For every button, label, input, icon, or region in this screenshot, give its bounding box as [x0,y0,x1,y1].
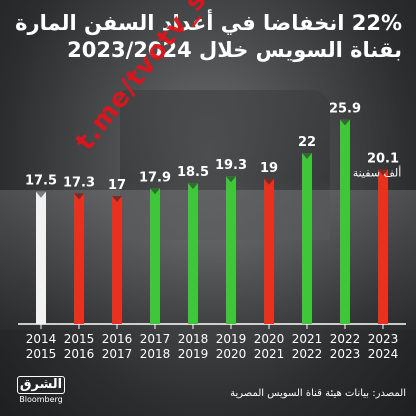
bar-notch-9 [378,169,388,176]
bar-9 [378,169,388,324]
x-tick-label-6-1: 2021 [254,347,285,361]
value-label-3: 17.9 [139,170,171,185]
value-label-0: 17.5 [25,174,57,189]
bar-7 [302,153,312,324]
source-note: المصدر: بيانات هيئة قناة السويس المصرية [230,388,406,399]
title-line-1: 22% انخفاضا في أعداد السفن المارة [15,11,402,35]
bar-2 [112,196,122,324]
value-label-4: 18.5 [177,165,209,180]
bar-notch-4 [188,183,198,190]
value-label-8: 25.9 [329,101,361,116]
bar-notch-0 [36,191,46,198]
x-tick-label-4-1: 2019 [178,347,209,361]
bar-5 [226,176,236,324]
bar-8 [340,119,350,325]
bar-1 [74,193,84,324]
x-tick-label-1-1: 2016 [64,347,95,361]
bar-0 [36,191,46,324]
bar-3 [150,188,160,324]
bar-notch-8 [340,119,350,126]
page-title: 22% انخفاضا في أعداد السفن المارة بقناة … [10,10,402,64]
x-tick-label-2-1: 2017 [102,347,133,361]
bar-notch-3 [150,188,160,195]
x-tick-label-9-0: 2023 [368,332,399,346]
bar-notch-7 [302,153,312,159]
x-tick-label-3-0: 2017 [140,332,171,346]
bar-notch-2 [112,196,122,202]
unit-label: ألف سفينة [353,165,402,179]
value-label-6: 19 [260,161,278,176]
x-tick-label-2-0: 2016 [102,332,133,346]
x-tick-label-1-0: 2015 [64,332,95,346]
x-tick-label-7-1: 2022 [292,347,323,361]
x-tick-label-3-1: 2018 [140,347,171,361]
x-tick-label-6-0: 2020 [254,332,285,346]
x-tick-label-8-1: 2023 [330,347,361,361]
x-tick-label-9-1: 2024 [368,347,399,361]
x-tick-label-7-0: 2021 [292,332,323,346]
x-tick-label-5-1: 2020 [216,347,247,361]
bar-notch-6 [264,178,274,185]
x-tick-label-0-0: 2014 [26,332,57,346]
title-line-2: بقناة السويس خلال 2023/2024 [67,38,402,62]
value-label-1: 17.3 [63,175,95,190]
x-tick-label-4-0: 2018 [178,332,209,346]
bar-notch-1 [74,193,84,200]
value-label-2: 17 [108,178,126,193]
value-label-5: 19.3 [215,158,247,173]
x-tick-label-8-0: 2022 [330,332,361,346]
logo-sub-text: Bloomberg [19,395,63,404]
asharq-bloomberg-logo: الشرق Bloomberg [10,376,72,408]
bar-notch-5 [226,176,236,183]
value-label-9: 20.1 [367,151,399,166]
bar-4 [188,183,198,324]
x-tick-label-5-0: 2019 [216,332,247,346]
bar-6 [264,178,274,324]
logo-main-text: الشرق [17,376,65,394]
x-tick-label-0-1: 2015 [26,347,57,361]
value-label-7: 22 [298,135,316,150]
